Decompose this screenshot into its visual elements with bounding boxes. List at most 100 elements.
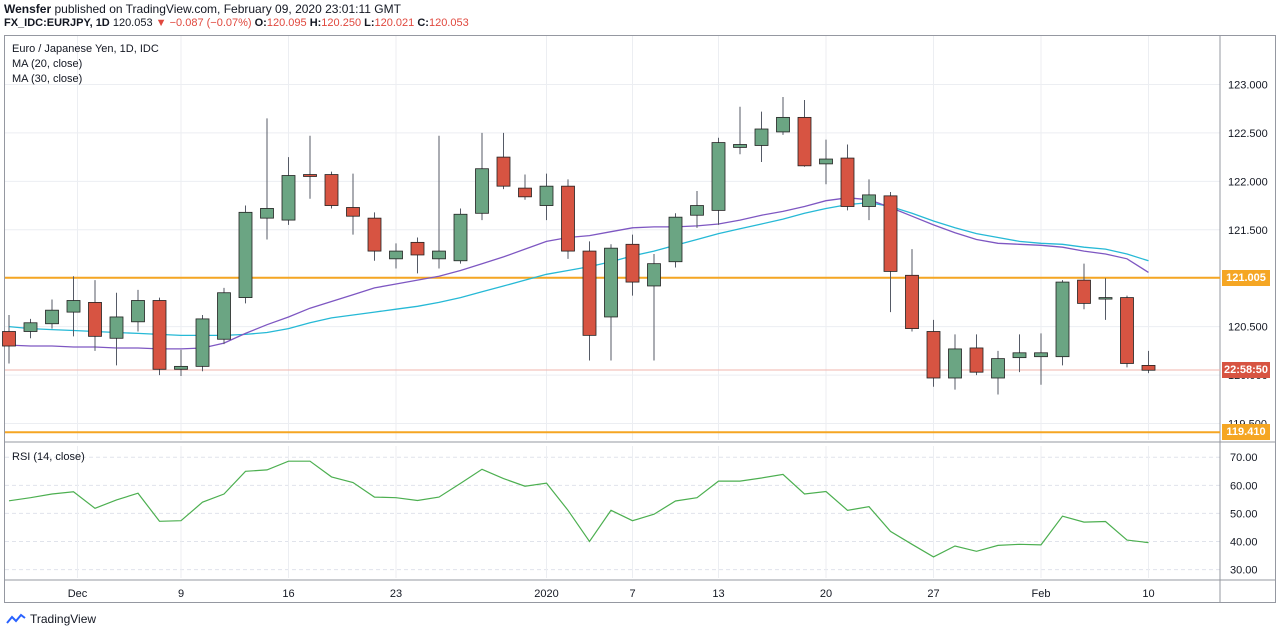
candle-body: [690, 205, 704, 216]
candle-body: [152, 300, 167, 370]
price-tick-label: 121.500: [1228, 225, 1268, 237]
ma20-legend[interactable]: MA (20, close): [12, 58, 83, 70]
candles: [2, 97, 1156, 395]
tradingview-logo[interactable]: TradingView: [6, 612, 96, 626]
candle-body: [1141, 365, 1156, 371]
candle-body: [346, 207, 360, 217]
candle-body: [475, 168, 489, 214]
time-tick-label: 9: [178, 588, 184, 600]
time-axis: Dec 9 16 23 2020 7 13 20 27 Feb 10: [68, 588, 1155, 600]
candle-body: [797, 116, 812, 167]
time-tick-label: Feb: [1032, 588, 1051, 600]
candle-body: [131, 300, 145, 323]
candle-body: [625, 243, 640, 283]
published-info: published on TradingView.com, February 0…: [54, 2, 401, 16]
resistance-price-tag: 121.005: [1222, 269, 1270, 286]
last-price: 120.053: [112, 17, 153, 29]
high-label: H:: [309, 17, 322, 29]
candle-body: [367, 217, 382, 252]
candle-body: [1077, 279, 1091, 304]
candle-body: [410, 241, 425, 256]
candle-body: [991, 358, 1005, 379]
candle-body: [23, 322, 38, 332]
candle-body: [238, 211, 253, 298]
candle-body: [45, 309, 59, 325]
candle-body: [66, 300, 81, 313]
ma30-line: [8, 201, 1149, 337]
time-tick-label: Dec: [68, 588, 88, 600]
candle-body: [432, 250, 446, 260]
candle-body: [754, 128, 769, 146]
ma30-legend[interactable]: MA (30, close): [12, 73, 83, 85]
symbol-quote-line: FX_IDC:EURJPY, 1D 120.053 ▼ −0.087 (−0.0…: [4, 17, 469, 29]
time-tick-label: 13: [712, 588, 724, 600]
candle-body: [733, 144, 747, 148]
candle-body: [561, 185, 575, 252]
time-tick-label: 16: [282, 588, 294, 600]
footer-brand: TradingView: [30, 612, 97, 626]
tradingview-icon: [6, 613, 26, 624]
time-tick-label: 23: [390, 588, 402, 600]
close-value: 120.053: [428, 17, 469, 29]
chart-title[interactable]: Euro / Japanese Yen, 1D, IDC: [12, 43, 159, 55]
candle-body: [174, 365, 188, 370]
candle-body: [840, 157, 855, 207]
candle-body: [260, 208, 274, 219]
time-tick-label: 7: [629, 588, 635, 600]
candle-body: [926, 331, 941, 379]
close-label: C:: [417, 17, 429, 29]
time-tick-label: 20: [820, 588, 832, 600]
support-price-tag: 119.410: [1222, 424, 1270, 441]
candle-body: [1120, 297, 1134, 364]
candle-body: [539, 185, 554, 206]
rsi-legend[interactable]: RSI (14, close): [12, 451, 85, 463]
candle-body: [496, 156, 511, 187]
candle-body: [453, 213, 468, 262]
candle-body: [303, 174, 317, 177]
candle-body: [1034, 352, 1048, 358]
candle-body: [324, 174, 339, 206]
time-tick-label: 2020: [534, 588, 558, 600]
rsi-axis: 70.00 60.00 50.00 40.00 30.00: [1230, 452, 1258, 576]
candle-body: [776, 116, 790, 133]
candle-body: [109, 316, 124, 339]
candle-body: [195, 318, 210, 367]
candle-body: [668, 216, 683, 263]
open-label: O:: [254, 17, 267, 29]
candle-body: [862, 194, 876, 207]
price-change: −0.087 (−0.07%): [169, 17, 252, 29]
candle-body: [518, 187, 532, 198]
candle-body: [948, 348, 962, 379]
rsi-tick-label: 70.00: [1230, 452, 1258, 464]
rsi-tick-label: 40.00: [1230, 536, 1258, 548]
countdown-tag: 22:58:50: [1222, 361, 1270, 378]
candle-body: [1098, 297, 1113, 300]
rsi-tick-label: 50.00: [1230, 508, 1258, 520]
candle-body: [389, 250, 403, 260]
high-value: 120.250: [321, 17, 362, 29]
candle-body: [88, 302, 102, 337]
price-tick-label: 123.000: [1228, 79, 1268, 91]
time-tick-label: 10: [1142, 588, 1154, 600]
candle-body: [905, 274, 919, 329]
rsi-series: [8, 460, 1149, 558]
candle-body: [883, 195, 898, 272]
down-arrow-icon: ▼: [155, 17, 167, 29]
candle-body: [969, 347, 984, 373]
open-value: 120.095: [266, 17, 307, 29]
candle-body: [1055, 281, 1070, 358]
candle-body: [819, 158, 833, 165]
chart-frame[interactable]: [4, 35, 1276, 603]
low-value: 120.021: [374, 17, 415, 29]
candle-body: [582, 250, 597, 336]
candle-body: [604, 247, 618, 318]
candle-body: [1012, 352, 1027, 359]
low-label: L:: [364, 17, 375, 29]
candle-body: [2, 331, 16, 347]
author-name[interactable]: Wensfer: [4, 2, 52, 16]
rsi-line: [8, 460, 1149, 558]
candle-body: [217, 292, 231, 340]
rsi-tick-label: 30.00: [1230, 565, 1258, 577]
candle-body: [647, 263, 661, 287]
